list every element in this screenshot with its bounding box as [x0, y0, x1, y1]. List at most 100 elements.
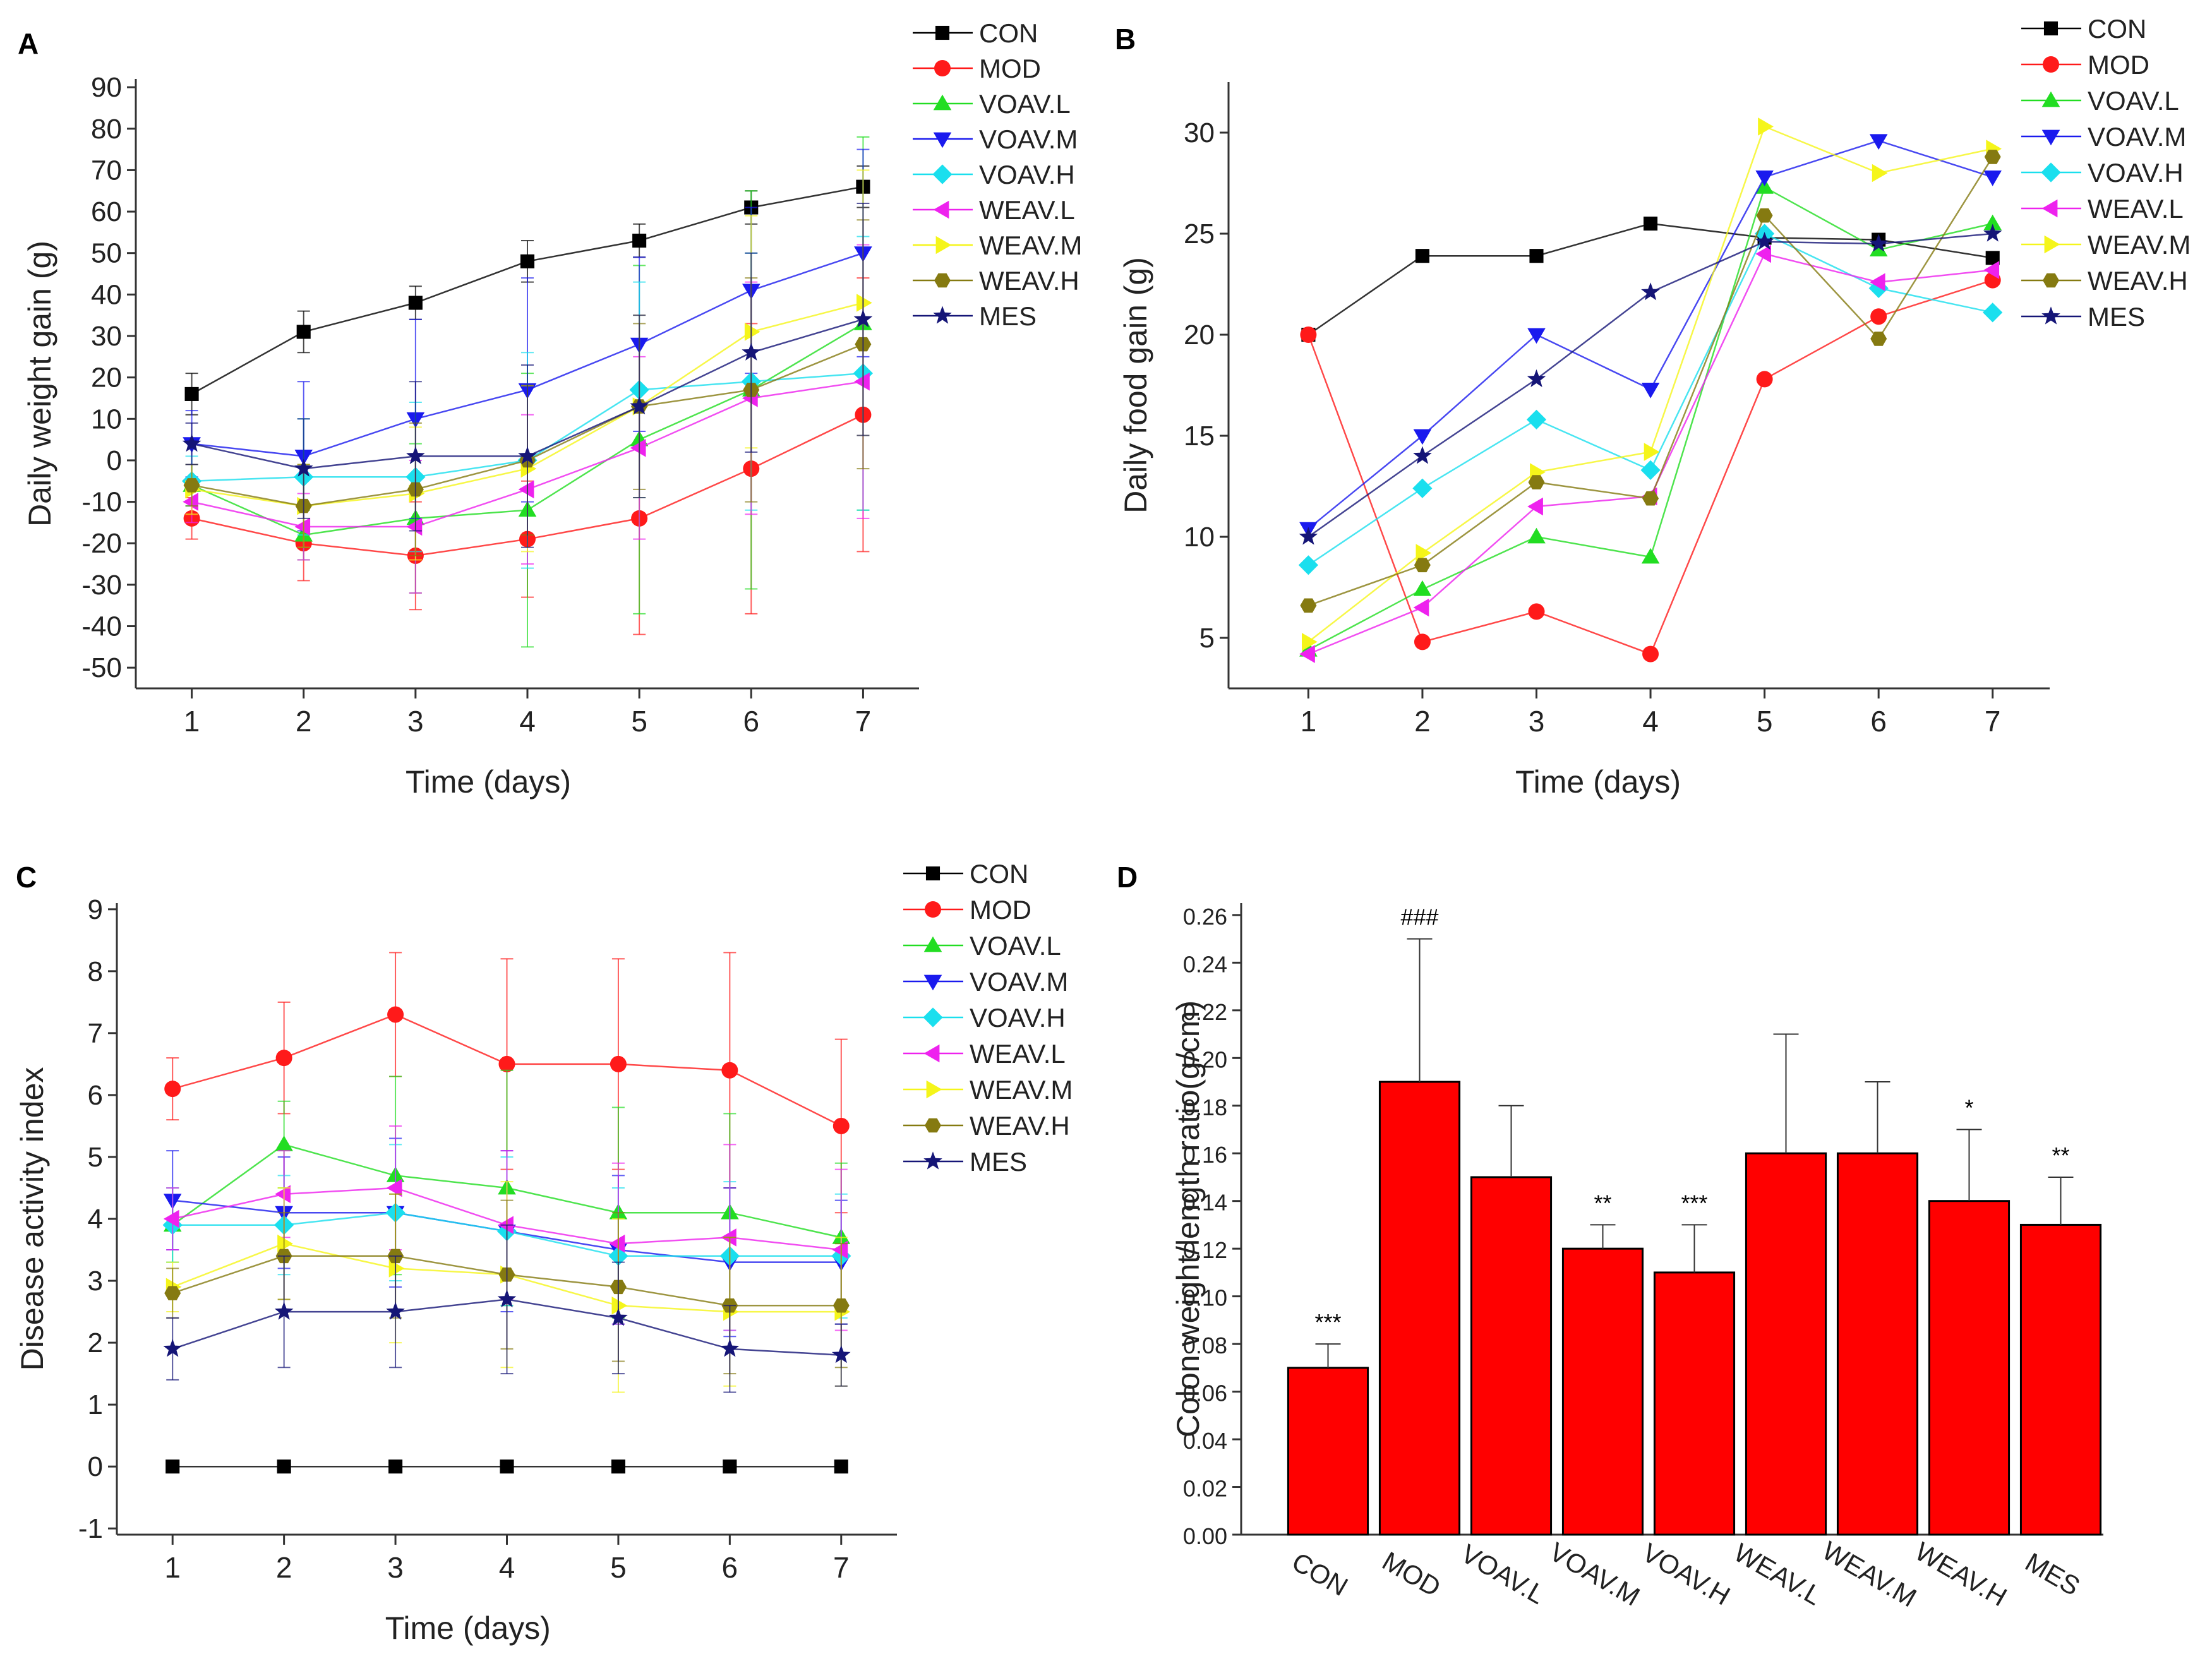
- x-tick-label: 5: [1757, 705, 1773, 738]
- y-tick-label: 5: [1199, 623, 1215, 654]
- data-point: [1640, 460, 1661, 480]
- data-point: [611, 1297, 628, 1315]
- legend-item: CON: [913, 18, 1038, 48]
- legend-marker: [923, 936, 942, 952]
- legend-label: CON: [970, 859, 1028, 889]
- legend-item: CON: [2021, 14, 2146, 44]
- legend-item: VOAV.H: [903, 1003, 1066, 1033]
- significance-label: **: [2052, 1142, 2069, 1168]
- bar: [1561, 1247, 1644, 1536]
- y-tick-label: 4: [88, 1204, 103, 1235]
- data-point: [1302, 633, 1318, 651]
- bar: [1470, 1176, 1553, 1536]
- legend-label: MES: [2088, 302, 2145, 332]
- x-tick-label: 7: [1985, 705, 2001, 738]
- y-tick-label: 0.18: [1183, 1094, 1227, 1120]
- data-point: [386, 1302, 405, 1320]
- y-tick-label: 7: [88, 1018, 103, 1049]
- x-tick-label: WEAV.H: [1910, 1536, 2012, 1612]
- series-mes: [182, 202, 873, 548]
- y-tick-label: 0.02: [1183, 1476, 1227, 1502]
- x-tick-label: 1: [1301, 705, 1317, 738]
- series-line: [1307, 186, 1993, 651]
- y-tick-label: 15: [1184, 421, 1215, 452]
- y-tick-label: 0.26: [1183, 904, 1227, 930]
- y-tick-label: 10: [1184, 522, 1215, 553]
- legend-label: CON: [2088, 14, 2146, 44]
- data-point: [1527, 369, 1546, 387]
- legend: CON MOD VOAV.L VOAV.M VOAV.H WEAV.L WEAV.M WEAV…: [913, 18, 1082, 331]
- legend-marker: [935, 25, 950, 40]
- x-tick-label: 4: [1642, 705, 1659, 738]
- legend-item: VOAV.L: [913, 89, 1071, 119]
- y-tick-label: 0.24: [1183, 951, 1227, 977]
- significance-label: *: [1964, 1094, 1973, 1120]
- y-tick-label: -40: [81, 611, 122, 642]
- data-point: [500, 1459, 514, 1474]
- data-point: [1755, 232, 1774, 250]
- data-point: [1983, 214, 2002, 231]
- data-point: [1870, 332, 1887, 346]
- y-tick-label: 2: [88, 1327, 103, 1358]
- data-point: [1983, 303, 2003, 323]
- x-axis-title: Time (days): [406, 764, 571, 800]
- panel-label: D: [1117, 861, 1138, 894]
- y-tick-label: 0.14: [1183, 1190, 1227, 1216]
- y-tick-label: 0.06: [1183, 1381, 1227, 1406]
- data-point: [1416, 544, 1432, 562]
- data-point: [1755, 171, 1774, 186]
- data-point: [408, 296, 423, 310]
- x-tick-label: MES: [2021, 1547, 2085, 1601]
- data-point: [1528, 475, 1545, 489]
- x-tick-label: WEAV.L: [1729, 1537, 1827, 1611]
- legend-label: VOAV.L: [979, 89, 1071, 119]
- x-tick-label: 2: [296, 705, 312, 738]
- data-point: [1756, 371, 1773, 388]
- legend-marker: [932, 164, 953, 184]
- data-point: [1642, 491, 1659, 506]
- panel-label: B: [1115, 23, 1136, 56]
- data-point: [1983, 261, 2000, 279]
- y-tick-label: 0.12: [1183, 1237, 1227, 1263]
- series-con: [165, 1459, 848, 1474]
- data-point: [1644, 443, 1660, 461]
- bar: [2019, 1223, 2102, 1536]
- data-point: [630, 397, 649, 415]
- data-point: [857, 294, 872, 312]
- data-point: [163, 1339, 183, 1357]
- significance-label: ***: [1314, 1309, 1341, 1335]
- series-con: [1301, 216, 2000, 342]
- data-point: [853, 309, 873, 328]
- panel-a: A -50 -40 -30 -20 -10 0 10 20 30 40 50 60 70 80 90 Daily…: [18, 18, 1082, 800]
- data-point: [1758, 117, 1774, 136]
- x-tick-label: VOAV.M: [1544, 1537, 1645, 1612]
- y-tick-label: 6: [88, 1080, 103, 1111]
- data-point: [296, 325, 311, 339]
- data-point: [723, 1459, 737, 1474]
- data-point: [1869, 234, 1888, 252]
- x-tick-label: 6: [743, 705, 759, 738]
- legend-label: VOAV.M: [979, 124, 1078, 154]
- x-tick-label: 3: [1529, 705, 1545, 738]
- y-tick-label: 40: [91, 279, 122, 310]
- y-tick-label: 0.10: [1183, 1285, 1227, 1311]
- series-line: [1307, 222, 1993, 336]
- series-weav-m: [165, 1181, 851, 1393]
- data-point: [1869, 273, 1885, 292]
- data-point: [744, 323, 760, 341]
- y-axis-title: Disease activity index: [15, 1067, 50, 1371]
- data-point: [1642, 645, 1659, 662]
- legend-marker: [933, 94, 952, 111]
- legend-marker: [925, 901, 941, 918]
- y-tick-label: 8: [88, 956, 103, 987]
- legend-marker: [926, 1080, 942, 1099]
- series-voav-h: [1298, 224, 2003, 575]
- legend-marker: [935, 236, 952, 255]
- legend-item: WEAV.L: [913, 195, 1075, 225]
- x-tick-label: 6: [1870, 705, 1887, 738]
- legend-label: WEAV.L: [2088, 194, 2184, 224]
- bar: [1378, 1081, 1461, 1536]
- data-point: [1526, 409, 1547, 429]
- y-tick-label: -20: [81, 528, 122, 559]
- data-point: [1985, 251, 2000, 265]
